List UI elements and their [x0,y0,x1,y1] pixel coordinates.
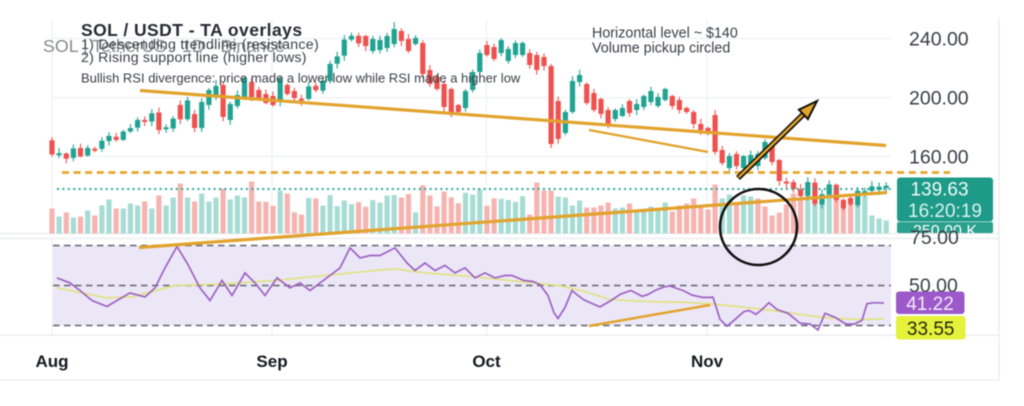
svg-text:Horizontal level ~ $140: Horizontal level ~ $140 [592,26,738,42]
svg-text:SOL / USDT - TA overlays: SOL / USDT - TA overlays [81,20,303,40]
svg-text:2) Rising support line (higher: 2) Rising support line (higher lows) [81,50,307,66]
svg-text:41.22: 41.22 [906,294,954,315]
svg-text:SOL | TetherUS · 1D · Binance: SOL | TetherUS · 1D · Binance [43,36,285,56]
svg-text:Volume pickup circled: Volume pickup circled [592,41,730,57]
svg-text:Nov: Nov [691,352,724,371]
svg-text:250.00 K: 250.00 K [913,223,977,240]
svg-text:16:20:19: 16:20:19 [908,201,982,222]
svg-text:240.00: 240.00 [909,28,969,50]
svg-text:Sep: Sep [256,352,287,371]
svg-text:139.63: 139.63 [910,180,968,201]
svg-text:33.55: 33.55 [907,319,955,340]
svg-text:Bullish RSI divergence: price: Bullish RSI divergence: price made a low… [81,71,521,86]
svg-text:1) Descending trendline (resis: 1) Descending trendline (resistance) [81,37,319,53]
svg-text:Oct: Oct [472,352,501,371]
svg-text:75.00: 75.00 [910,227,959,249]
svg-text:200.00: 200.00 [909,88,969,110]
svg-text:160.00: 160.00 [909,146,969,168]
svg-text:Aug: Aug [35,352,68,371]
svg-text:50.00: 50.00 [909,275,958,297]
